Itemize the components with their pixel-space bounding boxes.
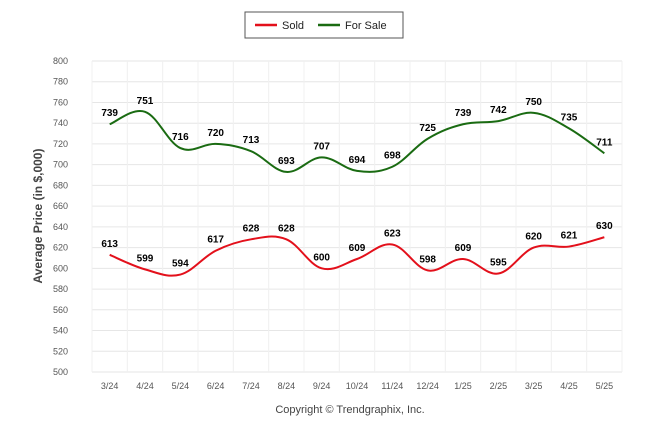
- y-tick-label: 740: [53, 118, 68, 128]
- x-tick-label: 3/24: [101, 381, 119, 391]
- x-tick-label: 7/24: [242, 381, 260, 391]
- y-tick-label: 760: [53, 97, 68, 107]
- data-label: 621: [561, 231, 578, 242]
- data-label: 595: [490, 258, 507, 269]
- data-label: 630: [596, 221, 613, 232]
- x-tick-label: 8/24: [278, 381, 296, 391]
- data-label: 620: [525, 232, 542, 243]
- data-label: 617: [207, 235, 224, 246]
- legend-label-sold: Sold: [282, 20, 304, 32]
- x-tick-label: 5/24: [172, 381, 190, 391]
- x-tick-label: 4/25: [560, 381, 578, 391]
- data-label: 698: [384, 151, 401, 162]
- data-label: 707: [313, 141, 330, 152]
- data-label: 613: [101, 239, 118, 250]
- data-label: 739: [101, 108, 118, 119]
- data-label: 623: [384, 228, 401, 239]
- y-axis-ticks: 500 520 540 560 580 600 620 640 660 680 700 720 740 7…: [53, 56, 68, 377]
- legend: Sold For Sale: [244, 11, 404, 39]
- data-label: 751: [137, 96, 154, 107]
- copyright-text: Copyright © Trendgraphix, Inc.: [275, 404, 424, 416]
- series-line-sold: [109, 235, 605, 277]
- y-tick-label: 780: [53, 77, 68, 87]
- x-tick-label: 4/24: [136, 381, 154, 391]
- data-label: 750: [525, 97, 542, 108]
- y-tick-label: 600: [53, 263, 68, 273]
- x-tick-label: 9/24: [313, 381, 331, 391]
- data-label: 694: [349, 155, 366, 166]
- data-label: 609: [349, 243, 366, 254]
- data-labels: 613 599 594 617 628 628 600 609 623 598 609 595 620 6…: [101, 96, 613, 270]
- data-label: 713: [243, 135, 260, 146]
- x-tick-label: 11/24: [381, 381, 403, 391]
- data-label: 742: [490, 105, 507, 116]
- y-tick-label: 520: [53, 346, 68, 356]
- data-label: 599: [137, 253, 154, 264]
- x-tick-label: 2/25: [490, 381, 508, 391]
- series-line-for-sale: [109, 110, 605, 173]
- data-label: 725: [419, 123, 436, 134]
- data-label: 693: [278, 156, 295, 167]
- data-label: 711: [596, 137, 613, 148]
- y-tick-label: 660: [53, 201, 68, 211]
- data-label: 594: [172, 259, 189, 270]
- y-tick-label: 500: [53, 367, 68, 377]
- y-tick-label: 540: [53, 326, 68, 336]
- y-tick-label: 580: [53, 284, 68, 294]
- y-tick-label: 620: [53, 243, 68, 253]
- y-tick-label: 800: [53, 56, 68, 66]
- series-lines: [109, 110, 605, 277]
- x-tick-label: 5/25: [596, 381, 614, 391]
- x-tick-label: 3/25: [525, 381, 543, 391]
- data-label: 600: [313, 252, 330, 263]
- y-tick-label: 560: [53, 305, 68, 315]
- data-label: 628: [243, 223, 260, 234]
- y-tick-label: 720: [53, 139, 68, 149]
- x-tick-label: 12/24: [416, 381, 439, 391]
- y-tick-label: 640: [53, 222, 68, 232]
- y-tick-label: 700: [53, 160, 68, 170]
- y-axis-label: Average Price (in $,000): [31, 149, 45, 284]
- gridlines: [91, 60, 623, 373]
- data-label: 720: [207, 128, 224, 139]
- data-label: 739: [455, 108, 472, 119]
- data-label: 609: [455, 243, 472, 254]
- x-tick-label: 6/24: [207, 381, 225, 391]
- legend-label-for-sale: For Sale: [345, 20, 387, 32]
- data-label: 716: [172, 132, 189, 143]
- data-label: 598: [419, 254, 436, 265]
- x-tick-label: 1/25: [454, 381, 472, 391]
- data-label: 735: [561, 112, 578, 123]
- data-label: 628: [278, 223, 295, 234]
- x-tick-label: 10/24: [346, 381, 369, 391]
- x-axis-ticks: 3/24 4/24 5/24 6/24 7/24 8/24 9/24 10/24 11/24 12…: [101, 381, 613, 391]
- y-tick-label: 680: [53, 180, 68, 190]
